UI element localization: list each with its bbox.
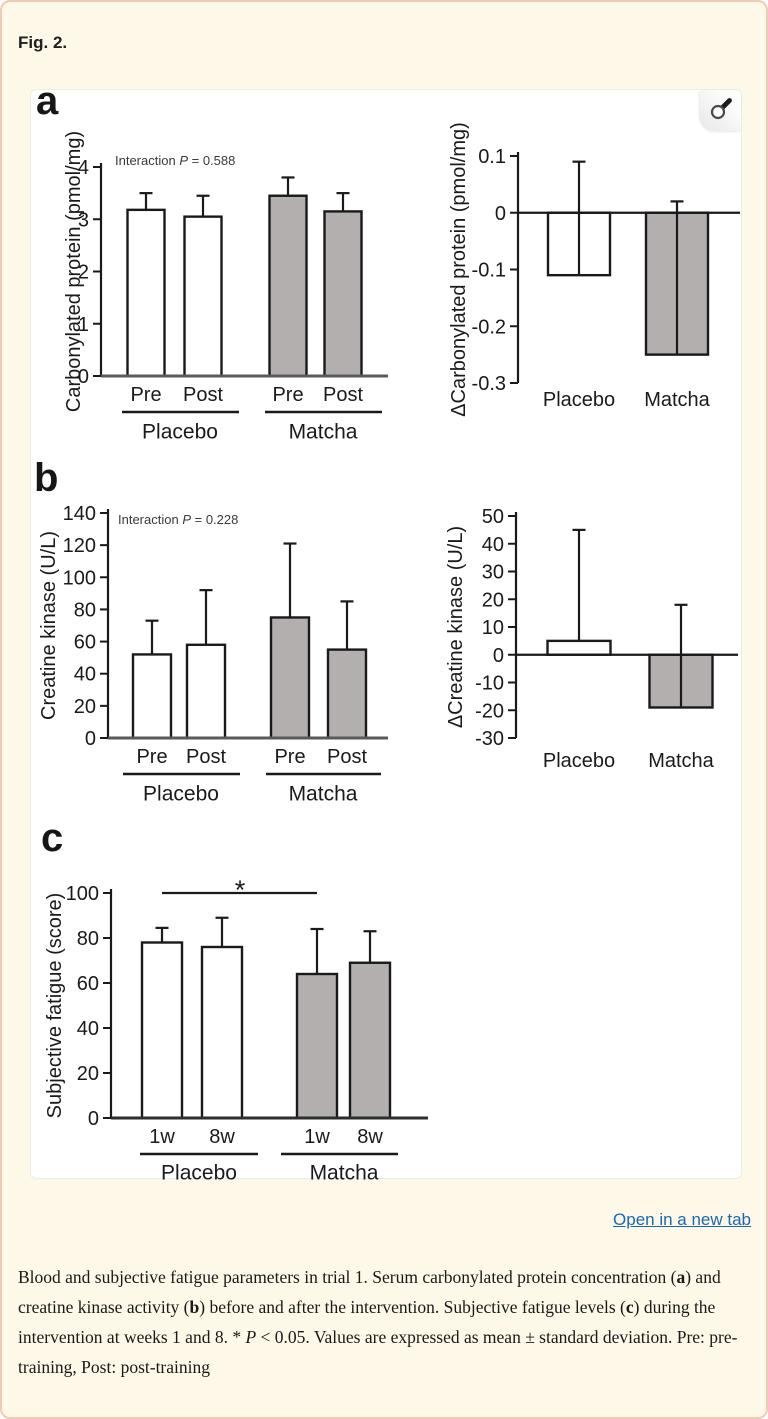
y-tick-label: 0 — [493, 645, 504, 667]
y-tick-label: -0.2 — [472, 316, 506, 338]
category-label: Post — [323, 384, 363, 406]
caption-segment: a — [676, 1267, 686, 1287]
y-tick-label: 80 — [74, 599, 96, 621]
y-tick-label: 20 — [74, 696, 96, 718]
y-axis-title: ΔCarbonylated protein (pmol/mg) — [448, 122, 470, 417]
y-tick-label: -20 — [475, 700, 504, 722]
bar-c-3 — [295, 972, 339, 1120]
y-tick-label: 100 — [63, 567, 96, 589]
y-tick-label: 40 — [74, 664, 96, 686]
y-tick-label: 40 — [77, 1018, 99, 1040]
bar-b_left-3 — [269, 616, 311, 740]
bar-a_left-3 — [268, 194, 308, 378]
y-tick-label: 4 — [78, 157, 89, 179]
category-label: 8w — [357, 1126, 383, 1148]
group-label: Placebo — [143, 782, 219, 805]
y-tick-label: 0.1 — [478, 146, 506, 168]
y-tick-label: 0 — [495, 203, 506, 225]
caption-segment: ) during the intervention at weeks 1 and… — [18, 1297, 716, 1347]
zoom-figure-button[interactable] — [700, 90, 741, 131]
category-label: Matcha — [644, 389, 710, 411]
y-tick-label: 3 — [78, 209, 89, 231]
magnifier-icon — [710, 98, 732, 120]
category-label: 8w — [209, 1126, 235, 1148]
y-axis-title: Carbonylated protein (pmol/mg) — [63, 131, 85, 412]
y-tick-label: 60 — [77, 973, 99, 995]
bar-a_left-2 — [183, 215, 223, 378]
y-tick-label: -30 — [475, 728, 504, 750]
caption-segment: < 0.05. Values are expressed as mean ± s… — [18, 1327, 738, 1377]
category-label: Pre — [274, 746, 305, 768]
panel-letter-c: c — [41, 816, 64, 860]
category-label: Placebo — [543, 389, 615, 411]
figure-label: Fig. 2. — [18, 33, 68, 52]
category-label: Matcha — [648, 750, 714, 772]
category-label: Post — [327, 746, 367, 768]
y-tick-label: -0.1 — [472, 260, 506, 282]
panel-letter-a: a — [36, 79, 59, 123]
panel-letter-b: b — [34, 456, 59, 500]
figure-caption: Blood and subjective fatigue parameters … — [18, 1262, 755, 1382]
bar-b_left-4 — [326, 648, 368, 740]
group-label: Matcha — [310, 1161, 379, 1180]
bar-b_left-1 — [131, 653, 173, 740]
caption-segment: P — [245, 1327, 257, 1347]
category-label: Pre — [136, 746, 167, 768]
group-label: Matcha — [289, 782, 358, 805]
bar-a_left-4 — [323, 210, 363, 378]
caption-segment: b — [189, 1297, 200, 1317]
caption-segment: Blood and subjective fatigue parameters … — [18, 1267, 677, 1287]
y-tick-label: 0 — [78, 366, 89, 388]
y-tick-label: -10 — [475, 673, 504, 695]
annotation-b: Interaction P = 0.228 — [118, 512, 238, 527]
category-label: Post — [183, 384, 223, 406]
bar-b_right-1 — [546, 639, 612, 656]
charts-canvas: 0 1 2 3 4 Pre Post Pre Post Placebo Matcha Carbonyl… — [38, 122, 740, 1180]
caption-segment: ) and creatine kinase activity ( — [18, 1267, 721, 1317]
caption-segment: ) before and after the intervention. Sub… — [199, 1297, 626, 1317]
annotation-a: Interaction P = 0.588 — [115, 153, 235, 168]
y-tick-label: 50 — [482, 506, 504, 528]
y-tick-label: 20 — [482, 589, 504, 611]
category-label: Placebo — [543, 750, 615, 772]
category-label: Pre — [272, 384, 303, 406]
figure-panel: 0 1 2 3 4 Pre Post Pre Post Placebo Matcha Carbonyl… — [30, 81, 742, 1180]
y-tick-label: 80 — [77, 928, 99, 950]
y-tick-label: 10 — [482, 617, 504, 639]
bar-c-4 — [348, 961, 392, 1120]
y-tick-label: 140 — [63, 503, 96, 525]
y-tick-label: 0 — [88, 1108, 99, 1130]
y-tick-label: -0.3 — [472, 373, 506, 395]
significance-star: * — [235, 875, 246, 905]
y-tick-label: 0 — [85, 728, 96, 750]
bar-c-2 — [200, 945, 244, 1120]
category-label: Pre — [130, 384, 161, 406]
y-tick-label: 1 — [78, 314, 89, 336]
open-in-new-tab-link[interactable]: Open in a new tab — [613, 1210, 751, 1229]
group-label: Placebo — [161, 1161, 237, 1180]
bar-b_left-2 — [185, 643, 227, 740]
caption-segment: c — [625, 1297, 634, 1317]
y-tick-label: 60 — [74, 632, 96, 654]
y-tick-label: 100 — [66, 883, 99, 905]
category-label: 1w — [304, 1126, 330, 1148]
group-label: Matcha — [289, 420, 358, 443]
y-tick-label: 30 — [482, 562, 504, 584]
bar-a_left-1 — [126, 208, 166, 378]
y-axis-title: ΔCreatine kinase (U/L) — [445, 526, 467, 728]
bar-c-1 — [140, 941, 184, 1120]
category-label: 1w — [149, 1126, 175, 1148]
y-tick-label: 40 — [482, 534, 504, 556]
category-label: Post — [186, 746, 226, 768]
y-tick-label: 120 — [63, 535, 96, 557]
y-axis-title: Creatine kinase (U/L) — [38, 531, 60, 720]
y-tick-label: 20 — [77, 1063, 99, 1085]
y-tick-label: 2 — [78, 262, 89, 284]
y-axis-title: Subjective fatigue (score) — [44, 893, 66, 1119]
group-label: Placebo — [142, 420, 218, 443]
